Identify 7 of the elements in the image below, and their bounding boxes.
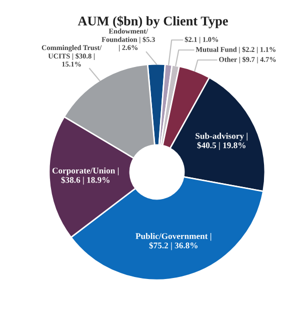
data-label: $40.5 | 19.8% [197, 142, 246, 150]
data-label: $38.6 | 18.9% [61, 176, 110, 185]
slice-label: Corporate/Union | [52, 167, 119, 176]
slice-label: Public/Government | [136, 232, 212, 241]
slice-label: Sub-advisory | [196, 132, 248, 141]
data-label: $75.2 | 36.8% [149, 242, 198, 250]
chart-title: AUM ($bn) by Client Type [78, 16, 228, 28]
